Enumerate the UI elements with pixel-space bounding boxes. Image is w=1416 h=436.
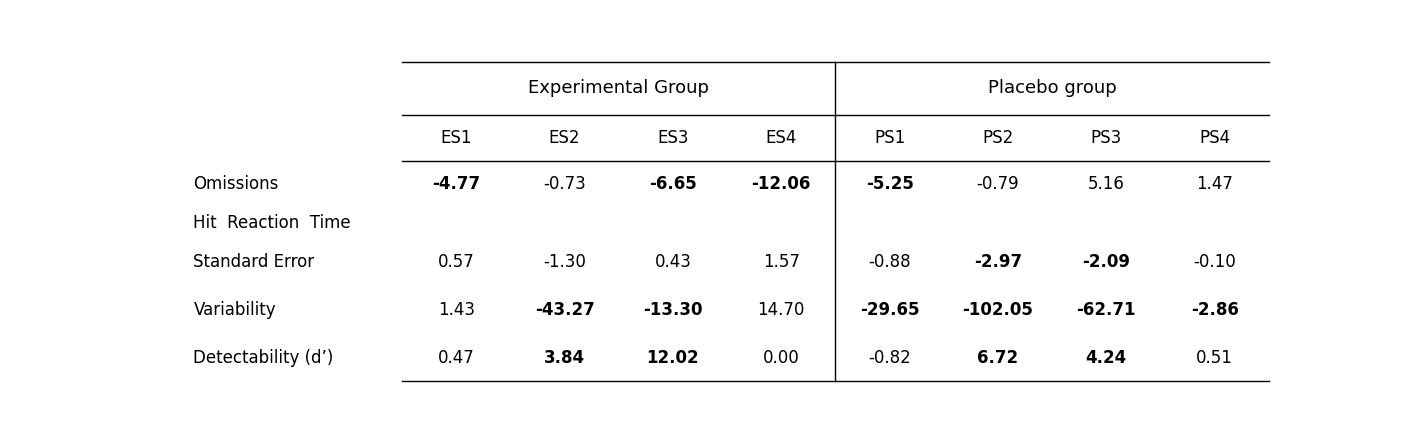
Text: -0.73: -0.73 (544, 175, 586, 193)
Text: Variability: Variability (194, 301, 276, 319)
Text: -0.10: -0.10 (1194, 253, 1236, 272)
Text: Hit  Reaction  Time: Hit Reaction Time (194, 215, 351, 232)
Text: 0.43: 0.43 (654, 253, 691, 272)
Text: ES3: ES3 (657, 129, 688, 146)
Text: 0.00: 0.00 (763, 348, 800, 367)
Text: 6.72: 6.72 (977, 348, 1018, 367)
Text: -12.06: -12.06 (752, 175, 811, 193)
Text: Placebo group: Placebo group (988, 79, 1117, 98)
Text: Detectability (d’): Detectability (d’) (194, 348, 334, 367)
Text: Standard Error: Standard Error (194, 253, 314, 272)
Text: -2.09: -2.09 (1082, 253, 1130, 272)
Text: 14.70: 14.70 (758, 301, 804, 319)
Text: PS3: PS3 (1090, 129, 1121, 146)
Text: Omissions: Omissions (194, 175, 279, 193)
Text: ES4: ES4 (766, 129, 797, 146)
Text: -102.05: -102.05 (963, 301, 1034, 319)
Text: 5.16: 5.16 (1087, 175, 1124, 193)
Text: 12.02: 12.02 (647, 348, 700, 367)
Text: 0.57: 0.57 (438, 253, 474, 272)
Text: Experimental Group: Experimental Group (528, 79, 709, 98)
Text: PS1: PS1 (874, 129, 905, 146)
Text: PS2: PS2 (983, 129, 1014, 146)
Text: 1.43: 1.43 (438, 301, 474, 319)
Text: -62.71: -62.71 (1076, 301, 1136, 319)
Text: 0.47: 0.47 (438, 348, 474, 367)
Text: ES1: ES1 (440, 129, 472, 146)
Text: -1.30: -1.30 (544, 253, 586, 272)
Text: -0.82: -0.82 (868, 348, 910, 367)
Text: 3.84: 3.84 (544, 348, 585, 367)
Text: -0.79: -0.79 (977, 175, 1020, 193)
Text: -4.77: -4.77 (432, 175, 480, 193)
Text: -29.65: -29.65 (860, 301, 919, 319)
Text: -6.65: -6.65 (649, 175, 697, 193)
Text: 1.57: 1.57 (763, 253, 800, 272)
Text: -5.25: -5.25 (865, 175, 913, 193)
Text: -2.97: -2.97 (974, 253, 1022, 272)
Text: 0.51: 0.51 (1197, 348, 1233, 367)
Text: PS4: PS4 (1199, 129, 1231, 146)
Text: -2.86: -2.86 (1191, 301, 1239, 319)
Text: -0.88: -0.88 (868, 253, 910, 272)
Text: -13.30: -13.30 (643, 301, 702, 319)
Text: 4.24: 4.24 (1086, 348, 1127, 367)
Text: 1.47: 1.47 (1197, 175, 1233, 193)
Text: -43.27: -43.27 (535, 301, 595, 319)
Text: ES2: ES2 (549, 129, 581, 146)
